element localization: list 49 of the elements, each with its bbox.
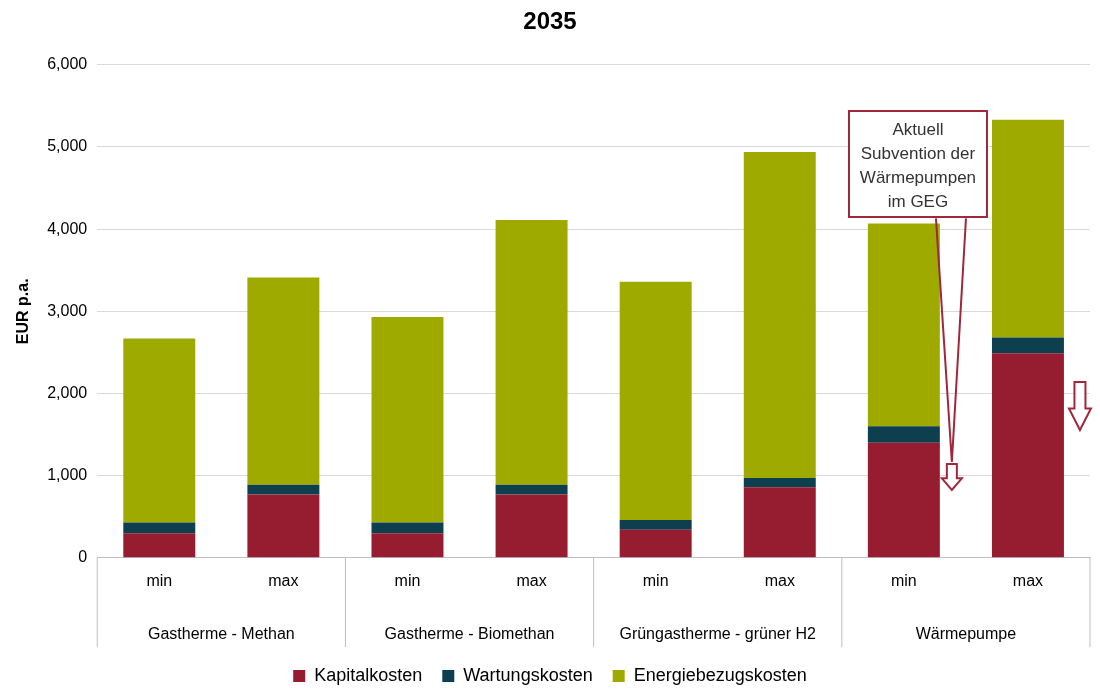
bar bbox=[743, 478, 816, 488]
y-axis-title: EUR p.a. bbox=[14, 278, 32, 345]
text: Gastherme - Methan bbox=[147, 625, 295, 643]
bar bbox=[619, 520, 692, 530]
legend-label: Kapitalkosten bbox=[314, 664, 423, 685]
annotation: Aktuell Subvention der Wärmepumpen im GEG bbox=[847, 110, 988, 219]
x-tick-label: min bbox=[394, 571, 421, 589]
y-tick-label: 2,000 bbox=[47, 383, 88, 401]
bar bbox=[495, 484, 568, 495]
bar bbox=[247, 494, 320, 558]
bar bbox=[247, 484, 320, 495]
legend-label: Wartungskosten bbox=[463, 664, 593, 685]
y-tick-label: 1,000 bbox=[47, 466, 88, 484]
x-tick-label: max bbox=[764, 571, 795, 589]
bar bbox=[867, 442, 940, 558]
x-tick-label: min bbox=[146, 571, 173, 589]
bar bbox=[371, 522, 444, 534]
bar bbox=[867, 426, 940, 443]
bar bbox=[495, 220, 568, 485]
bar bbox=[247, 277, 320, 485]
bar bbox=[743, 151, 816, 479]
x-tick-label: min bbox=[890, 571, 917, 589]
bar bbox=[371, 533, 444, 558]
y-tick-label: 6,000 bbox=[47, 55, 88, 73]
bar bbox=[123, 522, 196, 534]
bar bbox=[371, 317, 444, 523]
y-tick-label: 0 bbox=[78, 548, 88, 566]
chart-title: 2035 bbox=[523, 7, 577, 35]
legend-label: Energiebezugskosten bbox=[633, 664, 807, 685]
x-tick-label: max bbox=[516, 571, 547, 589]
bar bbox=[123, 338, 196, 523]
y-tick-label: 5,000 bbox=[47, 137, 88, 155]
bar bbox=[619, 529, 692, 558]
x-tick-label: max bbox=[1012, 571, 1044, 589]
text: Wärmepumpe bbox=[915, 625, 1017, 643]
bar bbox=[123, 533, 196, 558]
text: Gastherme - Biomethan bbox=[384, 625, 555, 643]
y-tick-label: 4,000 bbox=[47, 219, 88, 237]
x-tick-label: min bbox=[642, 571, 669, 589]
bar bbox=[743, 487, 816, 558]
y-tick-label: 3,000 bbox=[47, 301, 88, 319]
bar bbox=[495, 494, 568, 558]
x-tick-label: max bbox=[268, 571, 299, 589]
bar bbox=[991, 353, 1064, 558]
bar bbox=[991, 119, 1064, 338]
bar bbox=[991, 337, 1064, 354]
bar bbox=[867, 223, 940, 427]
text: Grüngastherme - grüner H2 bbox=[619, 625, 817, 643]
bar bbox=[619, 281, 692, 520]
